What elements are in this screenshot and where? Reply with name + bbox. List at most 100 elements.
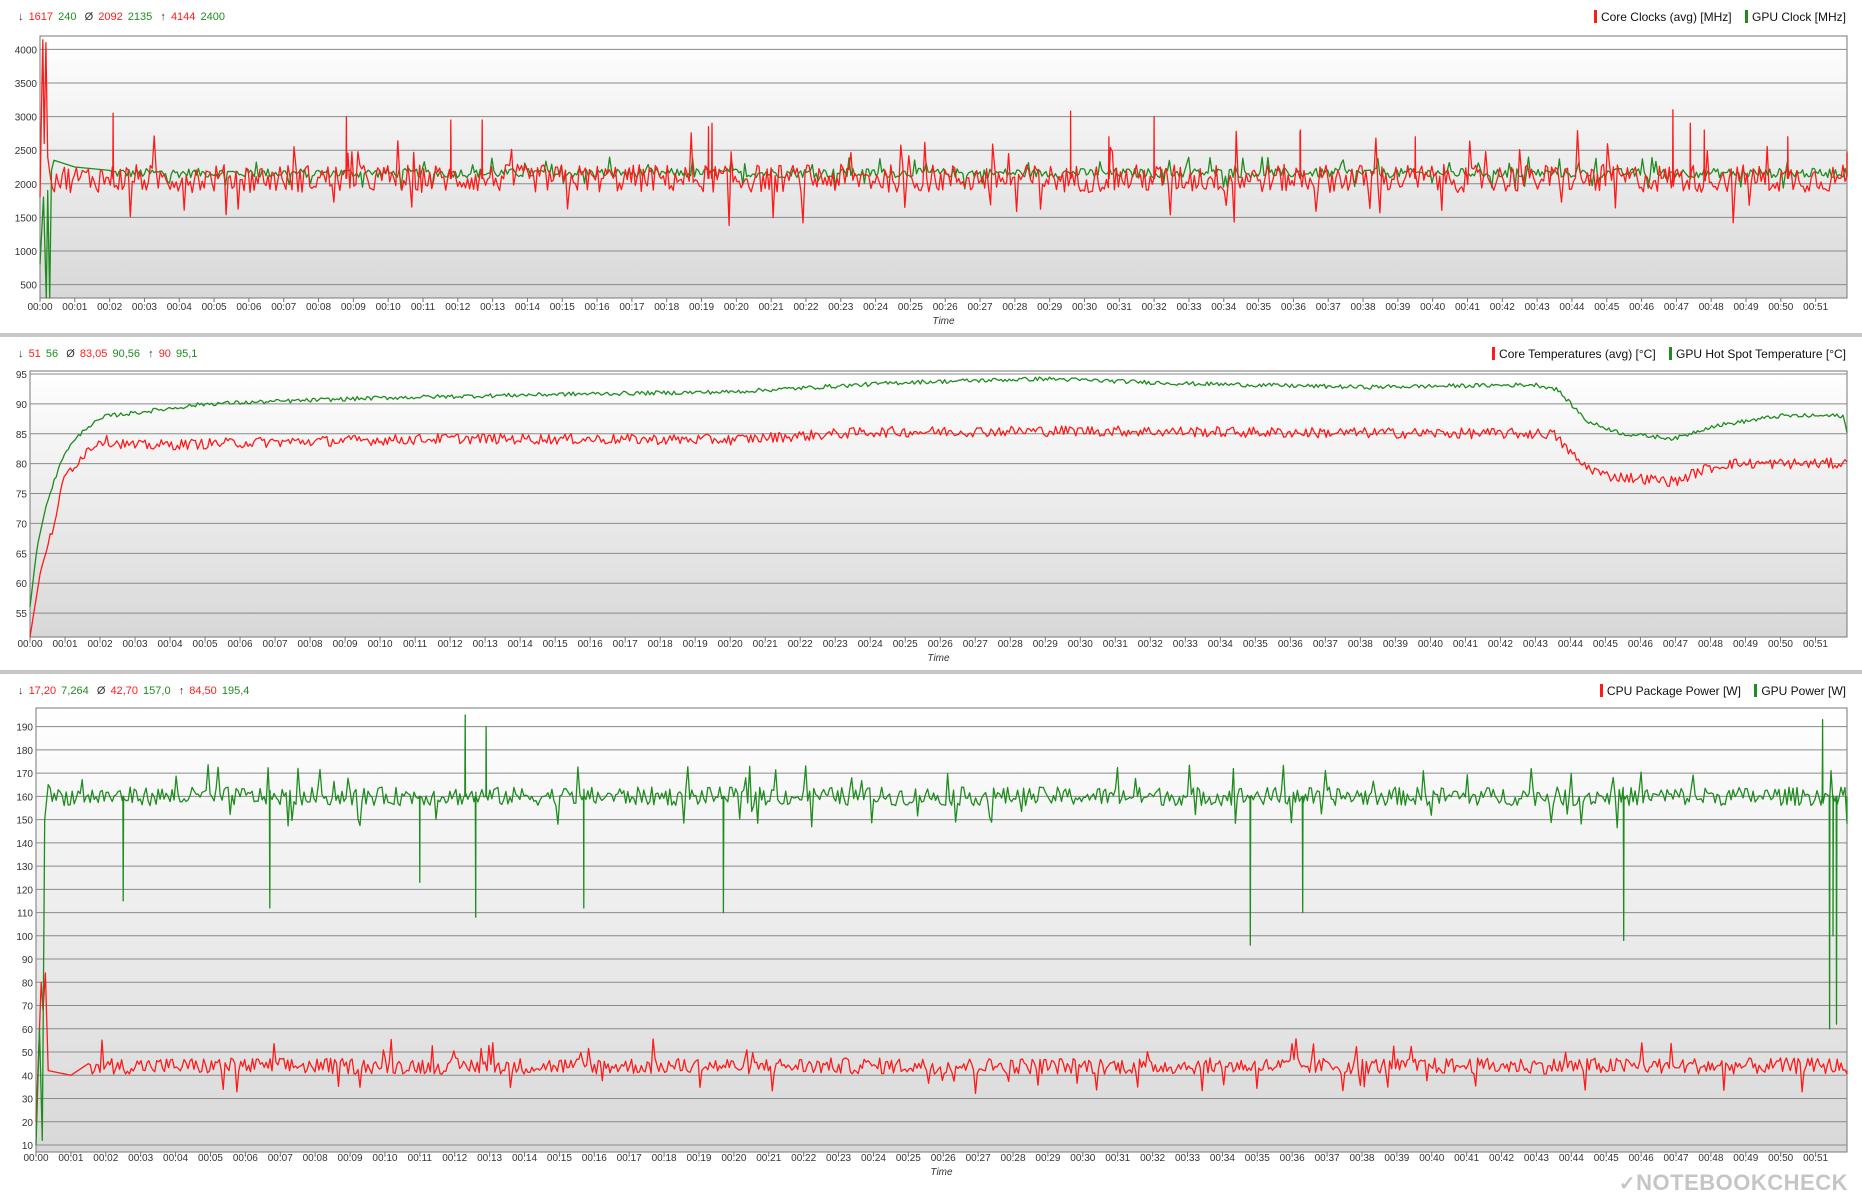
x-tick-label: 00:35 xyxy=(1246,302,1271,313)
chart-panel-power: ↓ 17,20 7,264 Ø 42,70 157,0 ↑ 84,50 195,… xyxy=(0,674,1862,1200)
y-tick-label: 140 xyxy=(16,839,33,850)
x-tick-label: 00:20 xyxy=(721,1153,746,1164)
legend-item-red: Core Clocks (avg) [MHz] xyxy=(1593,10,1732,24)
x-tick-label: 00:30 xyxy=(1072,302,1097,313)
x-tick-label: 00:17 xyxy=(613,639,638,650)
x-tick-label: 00:11 xyxy=(408,1153,433,1164)
x-tick-label: 00:21 xyxy=(753,639,778,650)
series-line-red xyxy=(35,972,1848,1122)
y-tick-label: 500 xyxy=(20,281,37,292)
x-tick-label: 00:15 xyxy=(547,1153,572,1164)
stat-min-red: 1617 xyxy=(28,11,54,23)
x-tick-label: 00:20 xyxy=(724,302,749,313)
x-tick-label: 00:19 xyxy=(683,639,708,650)
x-tick-label: 00:01 xyxy=(62,302,87,313)
stat-avg-green: 157,0 xyxy=(143,685,171,697)
x-tick-label: 00:35 xyxy=(1245,1153,1270,1164)
x-tick-label: 00:06 xyxy=(236,302,261,313)
x-tick-label: 00:41 xyxy=(1455,302,1480,313)
x-tick-label: 00:36 xyxy=(1278,639,1303,650)
x-tick-label: 00:15 xyxy=(550,302,575,313)
x-tick-label: 00:06 xyxy=(228,639,253,650)
x-tick-label: 00:40 xyxy=(1418,639,1443,650)
x-tick-label: 00:37 xyxy=(1313,639,1338,650)
x-tick-label: 00:29 xyxy=(1037,302,1062,313)
x-tick-label: 00:11 xyxy=(411,302,436,313)
x-tick-label: 00:24 xyxy=(861,1153,886,1164)
stat-max-green: 2400 xyxy=(200,11,225,23)
x-tick-label: 00:51 xyxy=(1803,302,1828,313)
y-tick-label: 60 xyxy=(22,1025,34,1036)
x-tick-label: 00:22 xyxy=(788,639,813,650)
x-tick-label: 00:09 xyxy=(341,302,366,313)
x-tick-label: 00:00 xyxy=(27,302,52,313)
legend-label: Core Temperatures (avg) [°C] xyxy=(1499,347,1656,361)
x-tick-label: 00:14 xyxy=(508,639,533,650)
x-tick-label: 00:27 xyxy=(968,302,993,313)
x-tick-label: 00:25 xyxy=(893,639,918,650)
x-axis-label: Time xyxy=(930,1167,953,1178)
stat-max-red: 90 xyxy=(158,348,171,360)
x-tick-label: 00:05 xyxy=(202,302,227,313)
stat-avg-red: 83,05 xyxy=(79,348,108,360)
legend-label: Core Clocks (avg) [MHz] xyxy=(1600,10,1732,24)
x-tick-label: 00:23 xyxy=(826,1153,851,1164)
x-tick-label: 00:10 xyxy=(376,302,401,313)
x-tick-label: 00:49 xyxy=(1733,639,1758,650)
x-tick-label: 00:01 xyxy=(58,1153,83,1164)
x-tick-label: 00:33 xyxy=(1175,1153,1200,1164)
y-tick-label: 180 xyxy=(16,746,33,757)
x-tick-label: 00:36 xyxy=(1281,302,1306,313)
y-tick-label: 10 xyxy=(22,1141,34,1152)
x-tick-label: 00:26 xyxy=(931,1153,956,1164)
x-tick-label: 00:13 xyxy=(477,1153,502,1164)
x-tick-label: 00:27 xyxy=(963,639,988,650)
x-tick-label: 00:47 xyxy=(1664,1153,1689,1164)
x-tick-label: 00:35 xyxy=(1243,639,1268,650)
x-tick-label: 00:38 xyxy=(1351,302,1376,313)
x-tick-label: 00:40 xyxy=(1419,1153,1444,1164)
y-tick-label: 80 xyxy=(22,978,34,989)
x-tick-label: 00:46 xyxy=(1629,302,1654,313)
x-tick-label: 00:04 xyxy=(167,302,192,313)
chart-panel-temperatures: ↓ 51 56 Ø 83,05 90,56 ↑ 90 95,1 Core Tem… xyxy=(0,337,1862,670)
x-tick-label: 00:18 xyxy=(648,639,673,650)
x-tick-label: 00:13 xyxy=(480,302,505,313)
x-tick-label: 00:16 xyxy=(578,639,603,650)
y-tick-label: 80 xyxy=(16,460,28,471)
x-tick-label: 00:21 xyxy=(759,302,784,313)
x-tick-label: 00:22 xyxy=(791,1153,816,1164)
x-tick-label: 00:49 xyxy=(1733,1153,1758,1164)
chart-svg-temperatures: 55 60 65 70 75 80 85 90 95 00:00 00:01 00:02 00:03 00… xyxy=(16,370,1848,664)
x-tick-label: 00:23 xyxy=(828,302,853,313)
x-tick-label: 00:14 xyxy=(515,302,540,313)
legend-item-red: CPU Package Power [W] xyxy=(1599,684,1741,698)
x-tick-label: 00:50 xyxy=(1768,639,1793,650)
y-tick-label: 1000 xyxy=(15,247,38,258)
stat-avg-red: 2092 xyxy=(98,11,123,23)
x-tick-label: 00:50 xyxy=(1768,302,1793,313)
x-tick-label: 00:07 xyxy=(271,302,296,313)
series-line-green xyxy=(35,714,1848,1146)
y-tick-label: 70 xyxy=(16,519,28,530)
watermark-text: NOTEBOOKCHECK xyxy=(1636,1170,1848,1195)
y-tick-label: 40 xyxy=(22,1071,34,1082)
y-tick-label: 65 xyxy=(16,549,28,560)
x-tick-label: 00:18 xyxy=(654,302,679,313)
x-tick-label: 00:28 xyxy=(1001,1153,1026,1164)
x-tick-label: 00:17 xyxy=(619,302,644,313)
x-tick-label: 00:31 xyxy=(1105,1153,1130,1164)
stat-min-red: 17,20 xyxy=(28,685,57,697)
y-tick-label: 160 xyxy=(16,792,33,803)
x-tick-label: 00:19 xyxy=(689,302,714,313)
x-tick-label: 00:43 xyxy=(1525,302,1550,313)
x-tick-label: 00:02 xyxy=(93,1153,118,1164)
x-tick-label: 00:12 xyxy=(438,639,463,650)
x-tick-label: 00:03 xyxy=(128,1153,153,1164)
x-tick-label: 00:41 xyxy=(1454,1153,1479,1164)
y-tick-label: 3000 xyxy=(15,113,38,124)
y-tick-label: 75 xyxy=(16,490,28,501)
x-tick-label: 00:47 xyxy=(1664,302,1689,313)
plot-area xyxy=(35,707,1848,1153)
x-tick-label: 00:04 xyxy=(158,639,183,650)
